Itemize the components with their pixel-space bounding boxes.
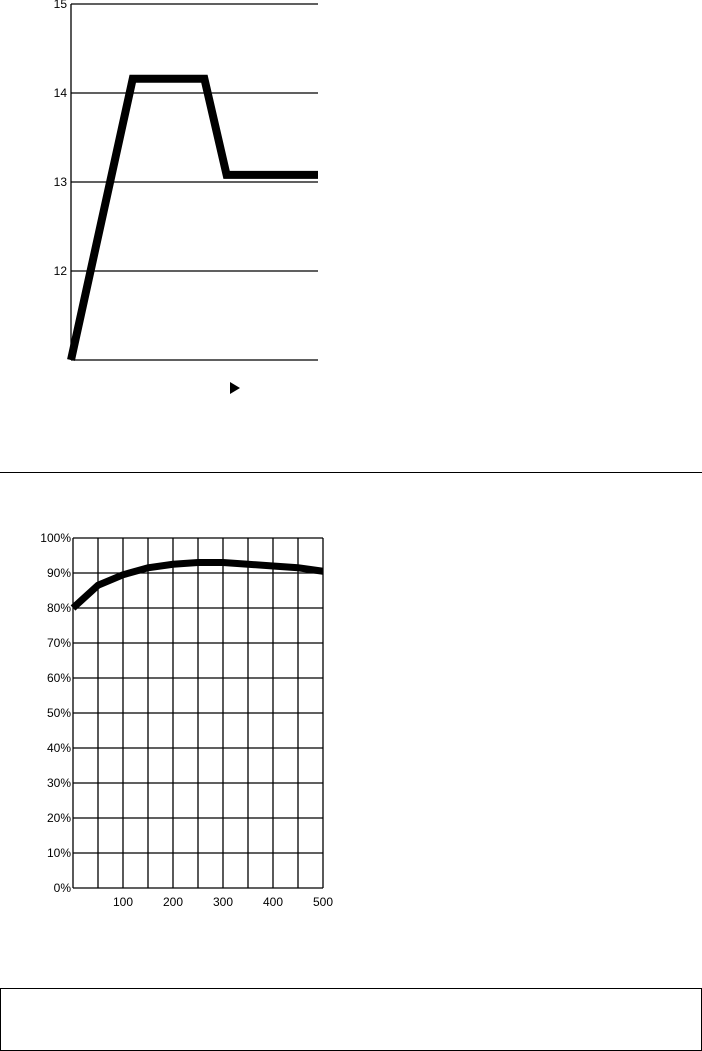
y-tick-label: 0% xyxy=(54,881,72,895)
y-tick-label: 12 xyxy=(54,264,68,278)
x-tick-label: 400 xyxy=(263,895,283,909)
y-tick-label: 30% xyxy=(47,776,71,790)
x-tick-label: 500 xyxy=(313,895,333,909)
y-tick-label: 15 xyxy=(54,0,68,11)
play-triangle-icon xyxy=(230,382,240,394)
divider xyxy=(0,472,702,473)
y-tick-label: 90% xyxy=(47,566,71,580)
y-tick-label: 60% xyxy=(47,671,71,685)
y-tick-label: 80% xyxy=(47,601,71,615)
y-tick-label: 14 xyxy=(54,86,68,100)
y-tick-label: 10% xyxy=(47,846,71,860)
y-tick-label: 50% xyxy=(47,706,71,720)
data-line xyxy=(70,559,324,611)
y-tick-label: 20% xyxy=(47,811,71,825)
y-tick-label: 100% xyxy=(40,531,71,545)
empty-box xyxy=(0,988,702,1051)
y-tick-label: 70% xyxy=(47,636,71,650)
chart-1: 15 14 13 12 xyxy=(54,0,318,394)
y-tick-label: 40% xyxy=(47,741,71,755)
x-tick-label: 100 xyxy=(113,895,133,909)
y-tick-label: 13 xyxy=(54,175,68,189)
data-line xyxy=(67,74,318,361)
x-tick-label: 300 xyxy=(213,895,233,909)
x-tick-label: 200 xyxy=(163,895,183,909)
